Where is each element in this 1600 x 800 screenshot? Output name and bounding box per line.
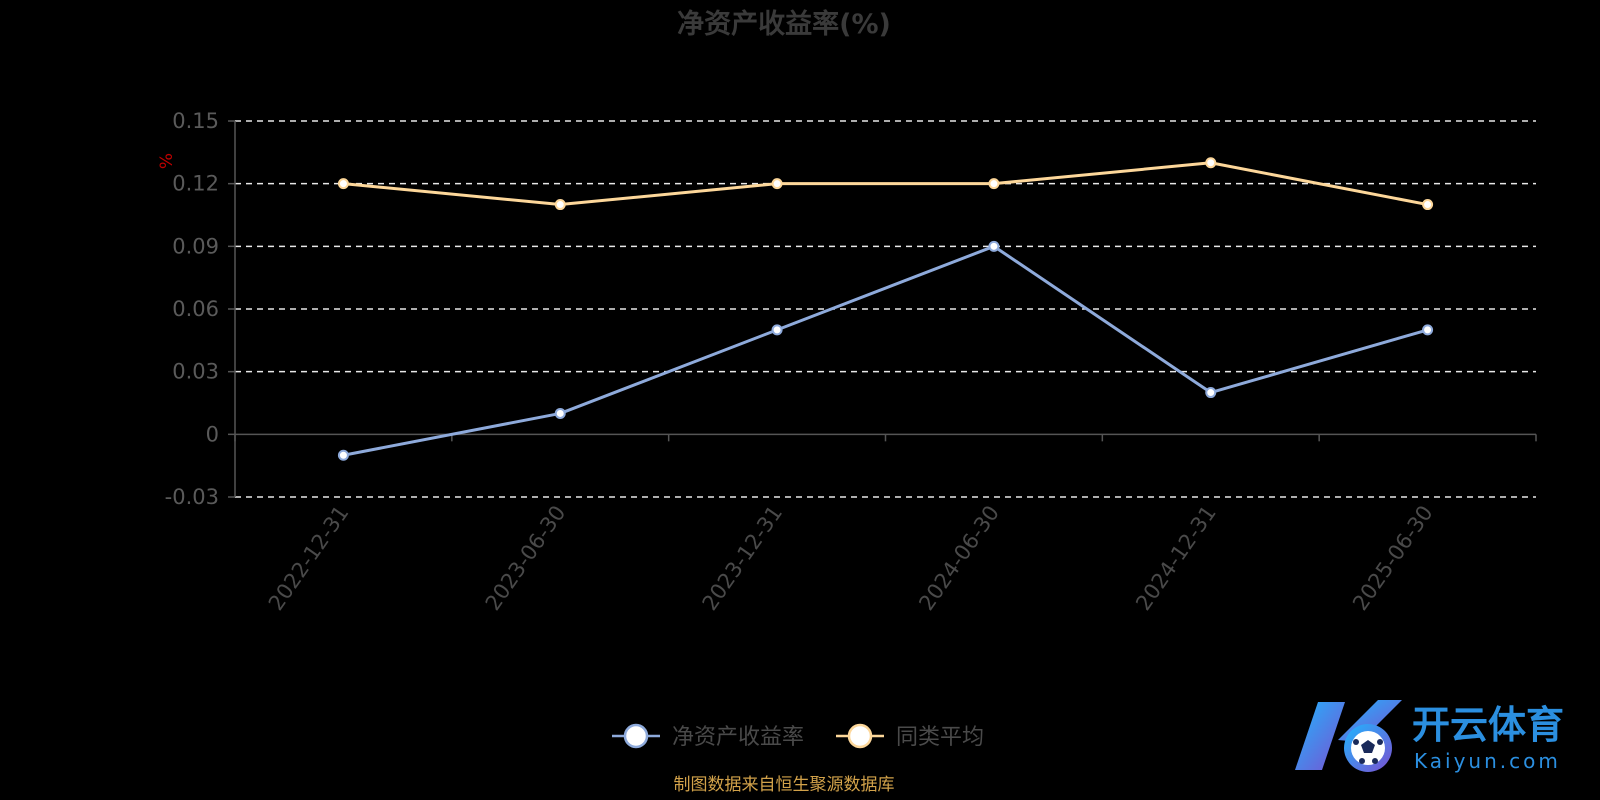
data-point-1-1[interactable] bbox=[554, 199, 566, 211]
x-tick-label: 2024-12-31 bbox=[1131, 501, 1221, 615]
series-lines bbox=[337, 157, 1434, 461]
logo-k-mark-icon bbox=[1295, 700, 1402, 772]
data-point-0-2[interactable] bbox=[771, 324, 783, 336]
data-point-0-1[interactable] bbox=[554, 407, 566, 419]
data-point-1-3[interactable] bbox=[988, 178, 1000, 190]
football-icon bbox=[1351, 731, 1385, 765]
legend-marker bbox=[623, 723, 649, 749]
y-tick-label: 0.15 bbox=[172, 109, 219, 133]
x-tick-label: 2023-06-30 bbox=[481, 501, 571, 615]
data-point-0-3[interactable] bbox=[988, 240, 1000, 252]
y-tick-label: 0 bbox=[206, 422, 219, 446]
legend-marker bbox=[847, 723, 873, 749]
x-tick-label: 2023-12-31 bbox=[698, 501, 788, 615]
y-tick-label: -0.03 bbox=[165, 485, 219, 509]
logo-domain: Kaiyun.com bbox=[1414, 749, 1561, 773]
x-tick-labels: 2022-12-31 2023-06-30 2023-12-31 2024-06-30… bbox=[264, 501, 1438, 615]
legend-item-1[interactable]: 同类平均 bbox=[836, 723, 984, 750]
legend-label: 同类平均 bbox=[896, 725, 984, 750]
x-tick-label: 2022-12-31 bbox=[264, 501, 354, 615]
data-point-1-5[interactable] bbox=[1422, 199, 1434, 211]
y-tick-label: 0.12 bbox=[172, 172, 219, 196]
data-point-1-4[interactable] bbox=[1205, 157, 1217, 169]
x-tick-label: 2024-06-30 bbox=[914, 501, 1004, 615]
y-tick-label: 0.06 bbox=[172, 297, 219, 321]
y-tick-label: 0.09 bbox=[172, 234, 219, 258]
x-tick-label: 2025-06-30 bbox=[1348, 501, 1438, 615]
y-axis-unit: % bbox=[157, 153, 177, 169]
legend[interactable]: 净资产收益率 同类平均 bbox=[612, 723, 984, 750]
chart-title: 净资产收益率(%) bbox=[677, 8, 891, 40]
legend-item-0[interactable]: 净资产收益率 bbox=[612, 723, 804, 750]
data-point-0-5[interactable] bbox=[1422, 324, 1434, 336]
series-line-0 bbox=[343, 244, 1428, 457]
legend-label: 净资产收益率 bbox=[672, 725, 804, 750]
y-tick-labels: 0.15 0.12 0.09 0.06 0.03 0 -0.03 bbox=[165, 109, 219, 509]
data-point-1-2[interactable] bbox=[771, 178, 783, 190]
logo-name: 开云体育 bbox=[1412, 703, 1564, 747]
data-source-note: 制图数据来自恒生聚源数据库 bbox=[674, 775, 895, 795]
brand-logo: 开云体育 Kaiyun.com bbox=[1295, 700, 1564, 773]
data-point-0-0[interactable] bbox=[337, 449, 349, 461]
data-point-0-4[interactable] bbox=[1205, 387, 1217, 399]
series-line-1 bbox=[343, 161, 1428, 207]
data-point-1-0[interactable] bbox=[337, 178, 349, 190]
y-tick-label: 0.03 bbox=[172, 360, 219, 384]
